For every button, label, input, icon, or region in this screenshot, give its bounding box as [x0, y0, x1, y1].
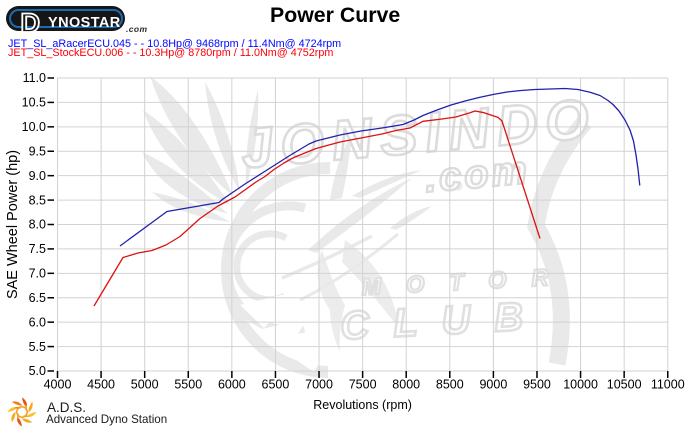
svg-text:5.5: 5.5 [29, 340, 46, 354]
svg-text:JONSINDO: JONSINDO [239, 86, 600, 180]
svg-text:6000: 6000 [218, 378, 246, 392]
svg-text:9500: 9500 [523, 378, 551, 392]
svg-text:6500: 6500 [262, 378, 290, 392]
svg-text:10000: 10000 [563, 378, 598, 392]
svg-text:7.5: 7.5 [29, 242, 46, 256]
svg-text:5.0: 5.0 [29, 364, 46, 378]
svg-text:11000: 11000 [651, 378, 685, 392]
svg-text:9.5: 9.5 [29, 144, 46, 158]
svg-text:5500: 5500 [174, 378, 202, 392]
svg-text:8.5: 8.5 [29, 193, 46, 207]
svg-text:4000: 4000 [44, 378, 72, 392]
svg-text:.com: .com [423, 148, 532, 201]
svg-text:7.0: 7.0 [29, 267, 46, 281]
svg-text:7500: 7500 [349, 378, 377, 392]
svg-text:10.5: 10.5 [22, 96, 46, 110]
svg-text:6.5: 6.5 [29, 291, 46, 305]
svg-text:Revolutions (rpm): Revolutions (rpm) [313, 398, 412, 412]
svg-text:11.0: 11.0 [23, 71, 46, 85]
svg-text:8500: 8500 [436, 378, 464, 392]
svg-text:8.0: 8.0 [29, 218, 46, 232]
svg-text:6.0: 6.0 [29, 315, 46, 329]
svg-text:5000: 5000 [131, 378, 159, 392]
svg-text:9000: 9000 [479, 378, 507, 392]
svg-text:8000: 8000 [392, 378, 420, 392]
svg-text:10.0: 10.0 [22, 120, 46, 134]
svg-text:4500: 4500 [87, 378, 115, 392]
svg-text:CLUB: CLUB [339, 294, 548, 349]
svg-text:7000: 7000 [305, 378, 333, 392]
svg-text:9.0: 9.0 [29, 169, 46, 183]
svg-text:SAE Wheel Power (hp): SAE Wheel Power (hp) [5, 150, 21, 299]
svg-text:10500: 10500 [607, 378, 642, 392]
